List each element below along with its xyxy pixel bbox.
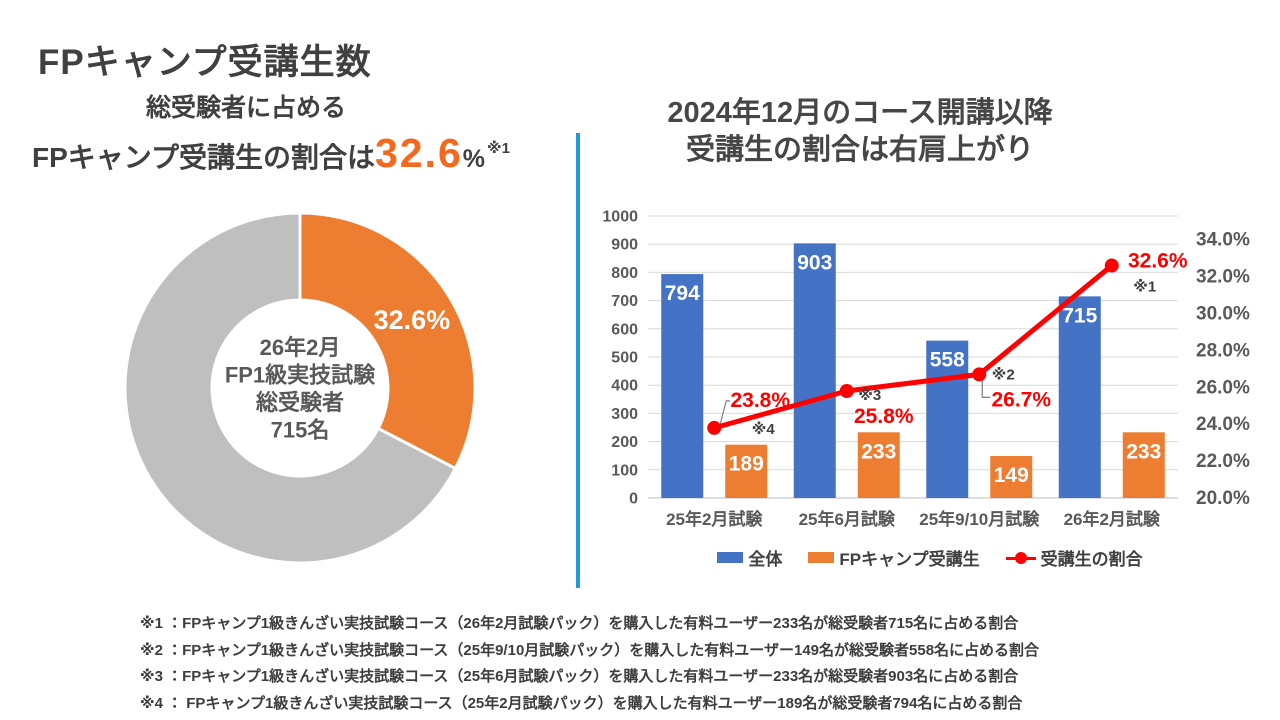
left-axis-tick: 1000: [602, 209, 638, 226]
left-axis-tick: 100: [611, 462, 638, 479]
orange-swatch-icon: [808, 552, 835, 563]
bar-value-label: 233: [861, 440, 896, 463]
bar-value-label: 715: [1062, 304, 1097, 327]
bar-value-label: 903: [797, 251, 832, 274]
right-axis-tick: 24.0%: [1196, 414, 1250, 435]
combo-bar-line-chart: 0 100 200 300 400 500 600 700 800 900 1000 20.0% 22.…: [602, 209, 1250, 530]
left-axis-tick: 200: [611, 434, 638, 451]
donut-slice-1: [123, 211, 457, 565]
right-axis-tick: 22.0%: [1196, 451, 1250, 472]
bar-0-1: [793, 243, 836, 498]
highlight-percentage: 32.6: [374, 130, 463, 176]
bar-value-label: 233: [1126, 440, 1161, 463]
legend-item-fpcamp: FPキャンプ受講生: [808, 545, 980, 570]
bar-value-label: 149: [994, 464, 1029, 487]
footnote-3: ※3 ：FPキャンプ1級きんざい実技試験コース（25年6月試験パック）を購入した…: [140, 668, 1019, 685]
category-label: 25年9/10月試験: [919, 509, 1040, 529]
legend-item-total: 全体: [717, 545, 782, 570]
right-axis-tick: 28.0%: [1196, 340, 1250, 361]
bar-1-2: [990, 455, 1033, 498]
line-point-0: [707, 420, 722, 435]
right-axis-tick: 20.0%: [1196, 488, 1250, 509]
left-subtitle-line2: FPキャンプ受講生の割合は 32.6 % ※1: [32, 130, 510, 177]
left-axis-tick: 400: [611, 378, 638, 395]
category-label: 26年2月試験: [1064, 509, 1161, 529]
bar-value-label: 558: [930, 349, 965, 372]
line-point-label: 25.8%: [854, 405, 914, 428]
line-point-label: 23.8%: [730, 389, 790, 412]
left-axis-tick: 500: [611, 350, 638, 367]
left-axis-tick: 700: [611, 293, 638, 310]
chart-title: 2024年12月のコース開講以降 受講生の割合は右肩上がり: [640, 95, 1080, 169]
legend-label-ratio: 受講生の割合: [1040, 550, 1143, 569]
bar-0-3: [1058, 296, 1101, 498]
bar-value-label: 794: [665, 282, 700, 305]
legend-item-ratio: 受講生の割合: [1005, 545, 1143, 570]
legend-label-total: 全体: [748, 550, 783, 569]
ratio-line: [711, 263, 1115, 431]
chart-title-line2: 受講生の割合は右肩上がり: [685, 134, 1034, 166]
blue-swatch-icon: [717, 552, 744, 563]
footnote-ref-marker: ※1: [1133, 278, 1156, 296]
footnote-4: ※4 ： FPキャンプ1級きんざい実技試験コース（25年2月試験パック）を購入し…: [140, 694, 1023, 712]
percent-sign: %: [462, 145, 485, 173]
leader-line: [719, 400, 731, 425]
donut-center-text-line4: 715名: [271, 418, 330, 443]
right-axis-tick: 34.0%: [1196, 230, 1250, 251]
right-axis-tick: 32.0%: [1196, 267, 1250, 288]
left-axis-tick: 600: [611, 321, 638, 338]
bar-0-2: [926, 340, 969, 498]
footnote-ref-superscript: ※1: [487, 140, 510, 157]
left-axis-tick: 300: [611, 406, 638, 423]
red-line-marker-icon: [1005, 551, 1036, 565]
left-axis-tick: 800: [611, 265, 638, 282]
footnotes: ※1 ：FPキャンプ1級きんざい実技試験コース（26年2月試験パック）を購入した…: [140, 611, 1039, 717]
left-subtitle-line1: 総受験者に占める: [146, 94, 347, 122]
footnote-1: ※1 ：FPキャンプ1級きんざい実技試験コース（26年2月試験パック）を購入した…: [140, 615, 1019, 632]
line-point-3: [1104, 258, 1119, 273]
donut-slice-label: 32.6%: [374, 305, 451, 335]
bar-value-label: 189: [729, 453, 764, 476]
footnote-ref-marker: ※4: [752, 420, 776, 438]
footnote-ref-marker: ※2: [992, 365, 1015, 383]
right-axis-tick: 30.0%: [1196, 304, 1250, 325]
legend-label-fpcamp: FPキャンプ受講生: [839, 550, 980, 569]
left-axis-tick: 900: [611, 237, 638, 254]
footnote-ref-marker: ※3: [858, 386, 881, 404]
line-point-2: [972, 367, 987, 382]
right-axis-tick: 26.0%: [1196, 377, 1250, 398]
category-label: 25年2月試験: [666, 509, 763, 529]
page-title: FPキャンプ受講生数: [38, 43, 372, 82]
bar-1-3: [1122, 432, 1165, 498]
donut-center-text-line3: 総受験者: [255, 390, 344, 415]
bar-1-1: [857, 432, 900, 498]
donut-center-text-line1: 26年2月: [260, 335, 341, 360]
subtitle-prefix: FPキャンプ受講生の割合は: [32, 142, 375, 173]
chart-legend: 全体 FPキャンプ受講生 受講生の割合: [580, 545, 1280, 570]
donut-slice-0: [298, 211, 477, 470]
bar-0-0: [661, 274, 704, 498]
line-point-label: 32.6%: [1128, 250, 1188, 273]
chart-title-line1: 2024年12月のコース開講以降: [667, 97, 1053, 129]
category-label: 25年6月試験: [799, 509, 896, 529]
bar-1-0: [725, 444, 768, 498]
leader-line: [981, 380, 991, 398]
left-axis-tick: 0: [629, 491, 638, 508]
vertical-divider: [576, 133, 580, 588]
donut-center-text-line2: FP1級実技試験: [225, 363, 376, 388]
footnote-2: ※2 ：FPキャンプ1級きんざい実技試験コース（25年9/10月試験パック）を購…: [140, 641, 1040, 659]
line-point-label: 26.7%: [991, 388, 1051, 411]
line-point-1: [839, 383, 854, 398]
